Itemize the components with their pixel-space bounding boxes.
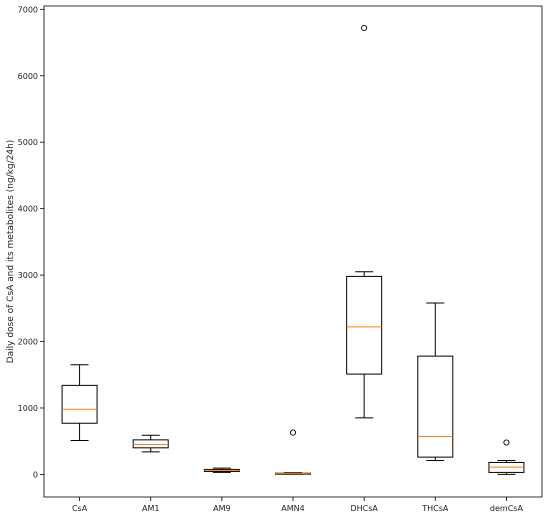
x-axis-ticks: CsA AM1 AM9 AMN4 DHCsA THCsA demCsA: [72, 497, 524, 513]
y-tick-label: 6000: [18, 72, 38, 81]
box-group-csa: [61, 364, 98, 442]
box-group-dhcsa: [346, 24, 383, 419]
y-tick-label: 0: [33, 470, 38, 479]
x-tick-label: AM9: [213, 504, 230, 513]
box-iqr: [132, 439, 169, 449]
x-tick-label: AMN4: [281, 504, 304, 513]
box-iqr: [346, 275, 383, 375]
x-tick-label: DHCsA: [350, 504, 378, 513]
y-tick-label: 3000: [18, 271, 38, 280]
box-group-amn4: [275, 429, 311, 475]
y-axis-label: Daily dose of CsA and its metabolites (n…: [6, 140, 16, 364]
box-plot-series: [61, 24, 525, 475]
outlier-point: [503, 439, 510, 446]
outlier-point: [289, 429, 297, 436]
box-group-am1: [132, 434, 169, 453]
y-tick-label: 1000: [18, 404, 38, 413]
y-tick-label: 4000: [18, 205, 38, 214]
box-group-am9: [203, 467, 240, 473]
y-axis-ticks: 0 1000 2000 3000 4000 5000 6000 7000: [18, 5, 44, 479]
outlier-point: [361, 24, 368, 31]
x-tick-label: CsA: [72, 504, 88, 513]
box-group-thcsa: [417, 302, 454, 461]
box-iqr: [417, 355, 454, 458]
x-tick-label: AM1: [142, 504, 159, 513]
x-tick-label: demCsA: [490, 504, 524, 513]
y-tick-label: 2000: [18, 338, 38, 347]
x-tick-label: THCsA: [421, 504, 449, 513]
plot-frame: [43, 5, 543, 498]
box-iqr: [61, 384, 98, 424]
y-tick-label: 5000: [18, 138, 38, 147]
y-tick-label: 7000: [18, 5, 38, 14]
box-group-demcsa: [488, 439, 525, 475]
